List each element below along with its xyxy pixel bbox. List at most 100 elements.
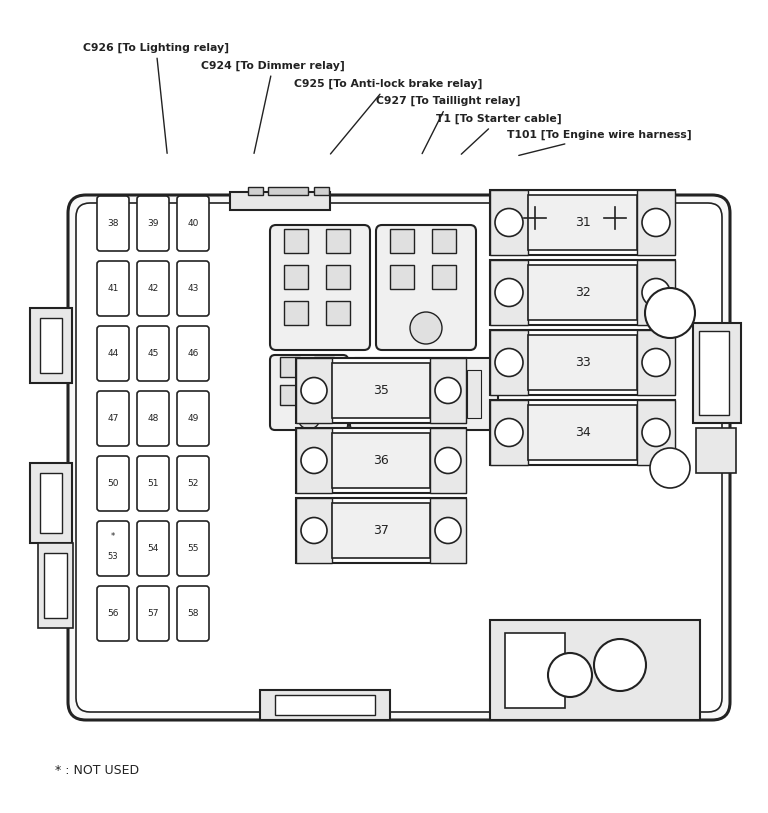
Bar [314, 187, 329, 195]
Bar [296, 358, 466, 423]
Text: 43: 43 [187, 284, 199, 293]
Bar [296, 428, 466, 493]
Text: 32: 32 [574, 286, 591, 299]
Bar [637, 400, 675, 465]
Text: 33: 33 [574, 356, 591, 369]
Circle shape [301, 518, 327, 544]
Bar [430, 498, 466, 563]
Text: C925 [To Anti-lock brake relay]: C925 [To Anti-lock brake relay] [294, 79, 482, 154]
Bar [284, 301, 308, 325]
Bar [637, 260, 675, 325]
Bar [637, 190, 675, 255]
Bar [296, 498, 466, 563]
Text: 38: 38 [108, 219, 119, 228]
Bar [296, 358, 332, 423]
Text: 53: 53 [108, 552, 118, 561]
FancyBboxPatch shape [177, 521, 209, 576]
Circle shape [435, 518, 461, 544]
Bar [528, 265, 637, 320]
Bar [505, 633, 565, 708]
FancyBboxPatch shape [76, 203, 722, 712]
FancyBboxPatch shape [177, 326, 209, 381]
Circle shape [435, 447, 461, 473]
Text: T1 [To Starter cable]: T1 [To Starter cable] [436, 114, 562, 154]
Bar [362, 370, 376, 418]
FancyBboxPatch shape [97, 196, 129, 251]
Bar [430, 358, 466, 423]
Circle shape [301, 377, 327, 403]
Text: 37: 37 [373, 524, 389, 537]
Text: *: * [111, 532, 115, 541]
Bar [404, 370, 418, 418]
Bar [582, 193, 647, 243]
FancyBboxPatch shape [270, 355, 348, 430]
Text: 51: 51 [147, 479, 159, 488]
Circle shape [517, 200, 552, 236]
Bar [314, 385, 334, 405]
Bar [268, 187, 308, 195]
Bar [296, 428, 332, 493]
Text: 49: 49 [187, 414, 199, 423]
Bar [425, 370, 439, 418]
Text: * : NOT USED: * : NOT USED [55, 764, 139, 777]
FancyBboxPatch shape [97, 326, 129, 381]
Circle shape [495, 349, 523, 376]
Bar [490, 330, 675, 395]
Bar [38, 543, 73, 628]
Bar [490, 260, 528, 325]
Text: 39: 39 [147, 219, 159, 228]
Bar [280, 357, 300, 377]
Bar [383, 370, 397, 418]
Bar [432, 265, 456, 289]
Text: T101 [To Engine wire harness]: T101 [To Engine wire harness] [507, 130, 691, 155]
Text: C924 [To Dimmer relay]: C924 [To Dimmer relay] [201, 60, 345, 154]
Text: 45: 45 [147, 349, 159, 358]
Text: 31: 31 [574, 216, 591, 229]
FancyBboxPatch shape [97, 391, 129, 446]
Bar [326, 265, 350, 289]
Bar [30, 308, 72, 383]
FancyBboxPatch shape [137, 456, 169, 511]
Circle shape [642, 419, 670, 446]
Circle shape [495, 208, 523, 237]
Bar [528, 405, 637, 460]
Text: 57: 57 [147, 609, 159, 618]
Bar [284, 265, 308, 289]
Bar [326, 229, 350, 253]
Bar [44, 553, 67, 618]
FancyBboxPatch shape [137, 391, 169, 446]
FancyBboxPatch shape [137, 261, 169, 316]
Circle shape [298, 407, 320, 429]
Bar [30, 463, 72, 543]
Bar [430, 428, 466, 493]
FancyBboxPatch shape [97, 261, 129, 316]
Circle shape [597, 200, 633, 236]
Text: 46: 46 [187, 349, 199, 358]
Bar [332, 433, 430, 488]
Text: 40: 40 [187, 219, 199, 228]
Text: 36: 36 [373, 454, 389, 467]
FancyBboxPatch shape [270, 225, 370, 350]
Bar [390, 229, 414, 253]
Text: 47: 47 [108, 414, 119, 423]
Circle shape [435, 377, 461, 403]
FancyBboxPatch shape [97, 456, 129, 511]
FancyBboxPatch shape [97, 586, 129, 641]
Circle shape [495, 419, 523, 446]
Bar [490, 400, 528, 465]
FancyBboxPatch shape [137, 196, 169, 251]
Bar [332, 363, 430, 418]
Bar [230, 192, 330, 210]
Circle shape [642, 208, 670, 237]
Bar [490, 260, 675, 325]
Circle shape [642, 349, 670, 376]
Text: 44: 44 [108, 349, 118, 358]
Circle shape [645, 288, 695, 338]
Bar [446, 370, 460, 418]
Text: 55: 55 [187, 544, 199, 553]
Text: 54: 54 [147, 544, 159, 553]
FancyBboxPatch shape [177, 456, 209, 511]
Bar [637, 330, 675, 395]
Circle shape [642, 279, 670, 307]
Circle shape [650, 448, 690, 488]
